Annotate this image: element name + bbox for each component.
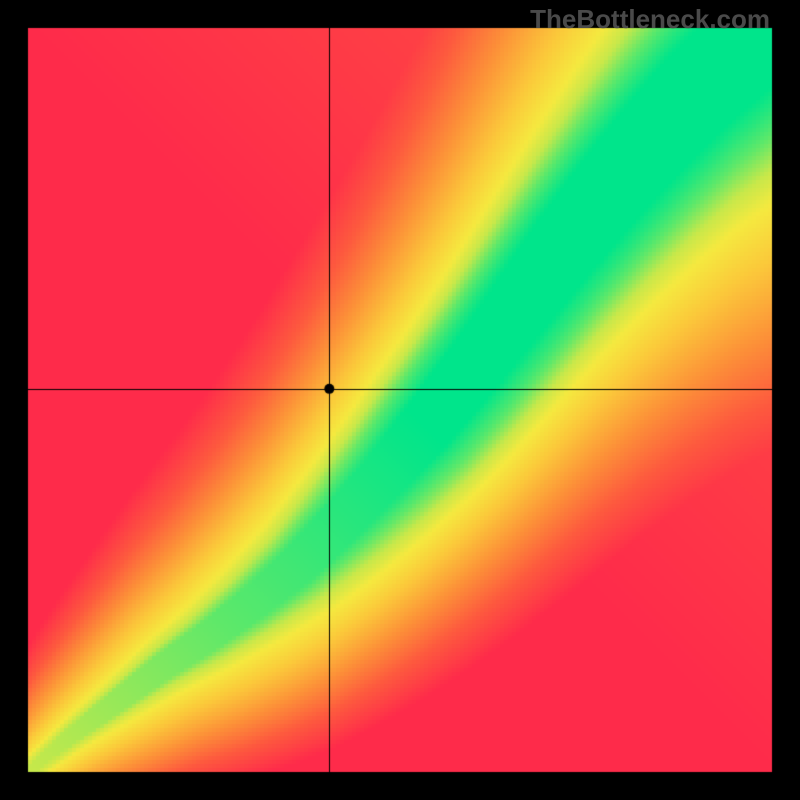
bottleneck-heatmap	[0, 0, 800, 800]
watermark-text: TheBottleneck.com	[530, 4, 770, 35]
chart-container: { "chart": { "type": "heatmap", "canvas"…	[0, 0, 800, 800]
